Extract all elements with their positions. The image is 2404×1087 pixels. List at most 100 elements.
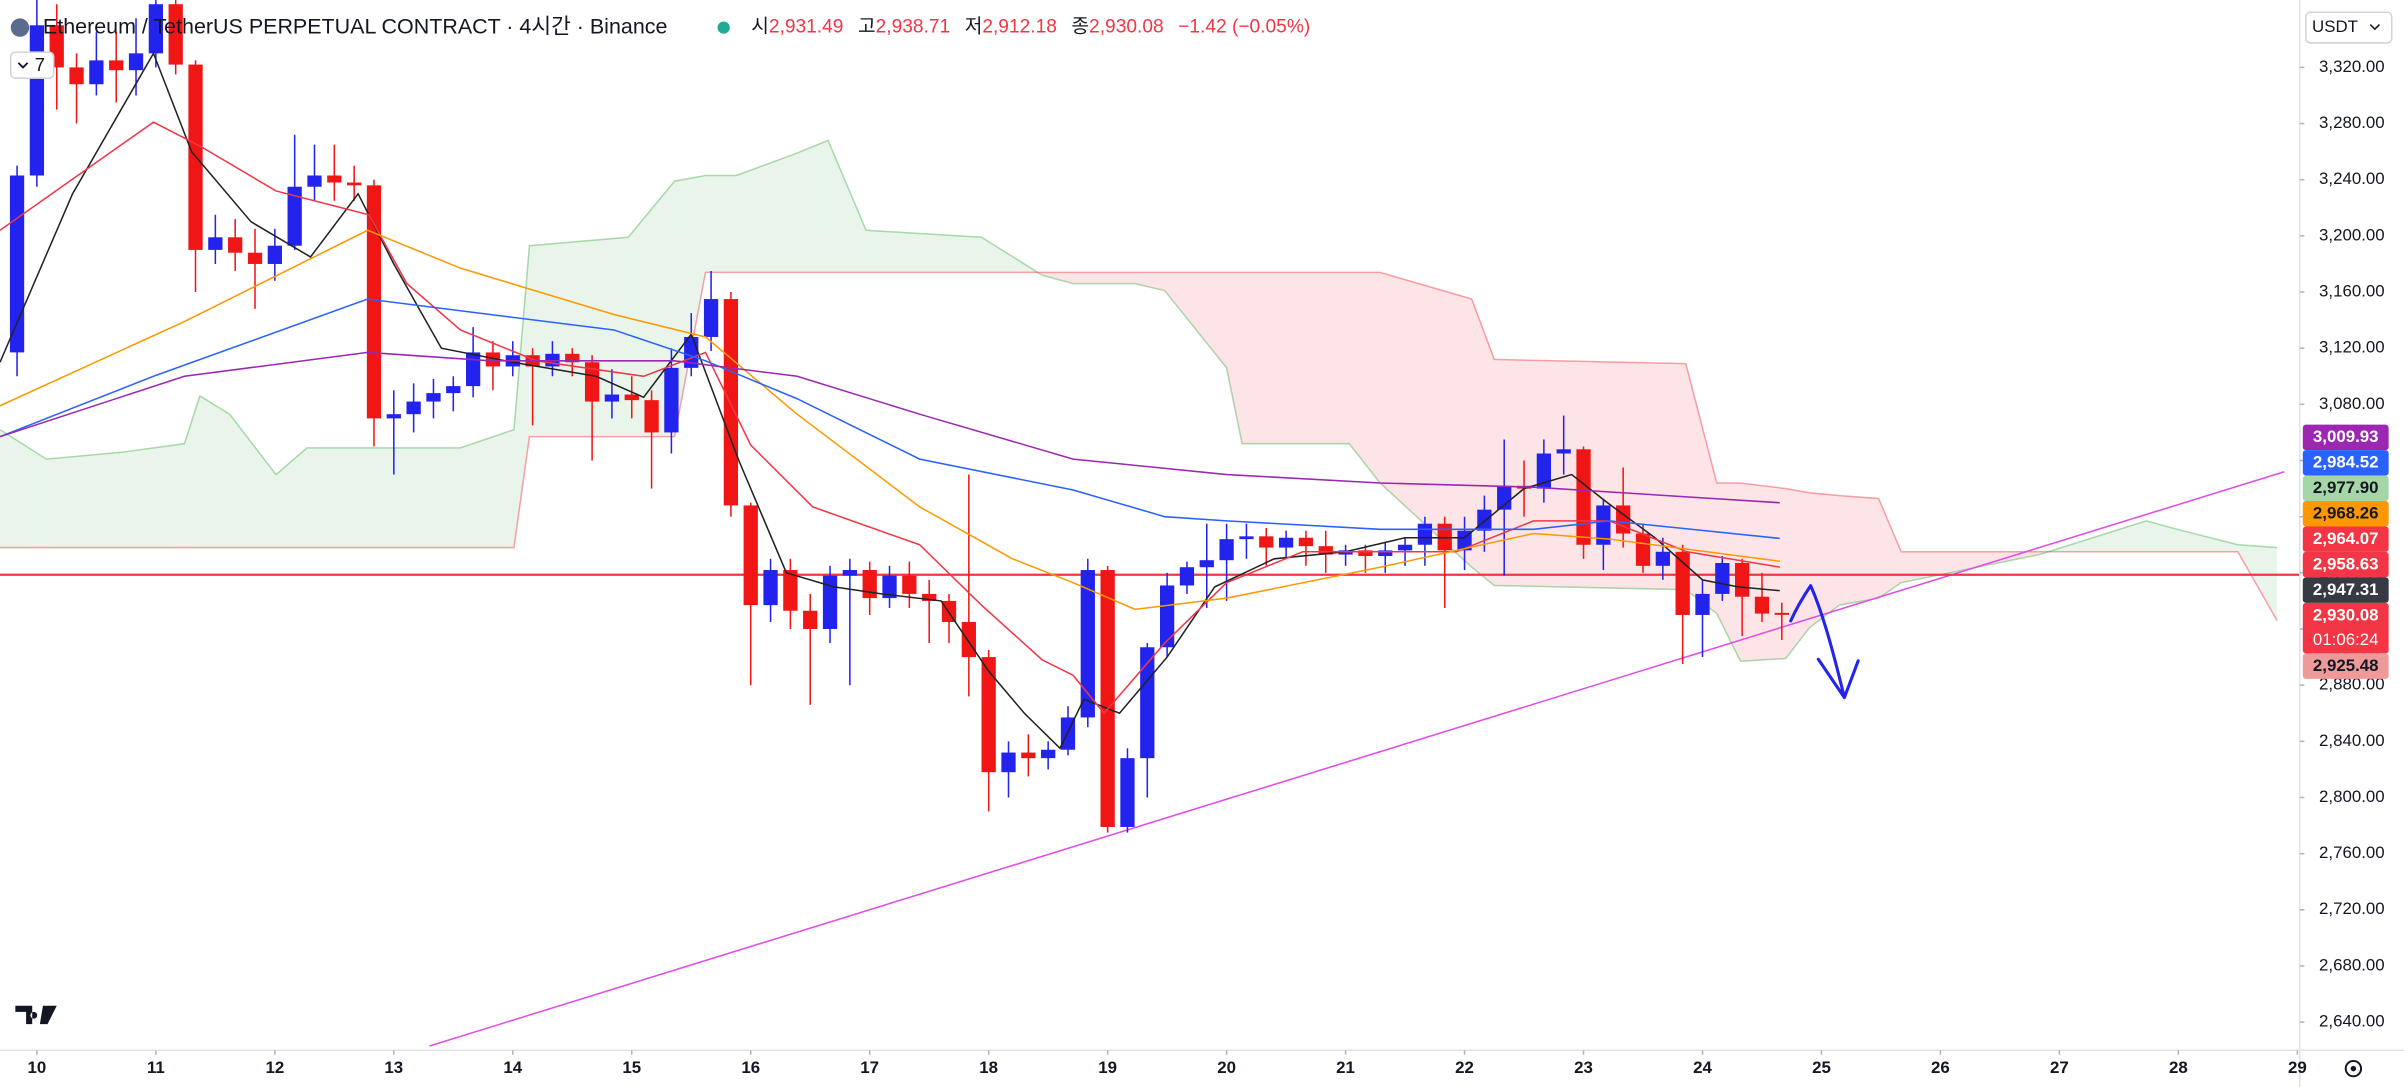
y-tick-label: 2,840.00 [2319,731,2385,750]
cloud-segment [1042,272,1074,284]
candle-body [1397,544,1413,551]
candle-body [208,237,223,250]
candle-body [703,299,719,337]
candle-body [783,570,798,611]
candle-body [664,367,679,433]
candle-body [1497,485,1512,510]
candle-body [1259,536,1274,548]
cloud-segment [122,443,185,548]
candle-body [1675,551,1690,615]
price-tag [2302,450,2389,476]
candle-body [148,4,164,54]
candle-body [1616,505,1631,534]
candle-body [743,505,758,606]
cloud-segment [2177,529,2238,552]
x-tick-label: 28 [2169,1058,2188,1077]
drawing-arrow [1789,584,1860,700]
candle-body [1318,546,1333,555]
ohlc-label: 고 [858,17,876,38]
axes: 2,640.00 2,680.00 2,720.00 2,760.00 2,800.00… [28,57,2389,1077]
candle-body [1635,533,1651,566]
candle-body [1774,612,1789,615]
x-tick-label: 24 [1693,1058,1712,1077]
cloud-segment [1380,272,1472,568]
candle-body [565,353,580,363]
ohlc-label: 시 [751,17,769,38]
price-tag [2302,653,2389,679]
candle-body [922,593,937,601]
candle-body [1278,537,1294,548]
candle-body [128,53,144,71]
candle-body [1100,570,1115,827]
cloud-segment [1135,272,1165,291]
candle-body [267,245,282,264]
price-tag-label: 2,947.31 [2313,580,2379,599]
y-tick-label: 3,280.00 [2319,113,2385,132]
y-tick-label: 2,800.00 [2319,787,2385,806]
candle-body [822,575,838,629]
cloud-segment [529,237,629,437]
cloud-segment [184,395,200,548]
ohlc-legend: 시2,931.49 고2,938.71 저2,912.18 종2,930.08 … [751,16,1310,38]
price-tag-label: 2,984.52 [2313,453,2379,472]
currency-button[interactable] [2305,11,2393,44]
logo [15,1005,57,1025]
cloud-segment [2146,520,2178,552]
cloud-segment [1242,272,1350,444]
candle-body [1041,749,1056,759]
candle-body [1159,585,1175,648]
price-tag [2302,551,2389,578]
y-tick-label: 2,880.00 [2319,675,2385,694]
ohlc-value: 2,938.71 [876,17,951,38]
candle-body [1199,560,1214,568]
candle-body [69,67,84,85]
candle-body [961,621,976,658]
candle-body [1358,550,1373,556]
ohlc-label: 종 [1071,17,1089,38]
ohlc-value: 2,930.08 [1089,17,1164,38]
candle-body [803,610,818,629]
x-tick-label: 16 [741,1058,760,1077]
candle-body [29,25,45,176]
cloud-segment [866,230,982,273]
candle-body [1735,563,1750,597]
price-tag-label: 2,930.08 [2313,605,2379,624]
candle-body [1715,563,1730,594]
candle-body [1695,593,1710,615]
indicator-toggle[interactable] [9,51,55,79]
cloud-segment [1226,272,1243,444]
candle-body [1378,550,1393,556]
candle-body [1140,647,1155,759]
candle-body [882,575,897,599]
candle-body [1298,537,1314,547]
candle-body [1417,523,1433,545]
cloud-segment [736,153,798,273]
cloud-segment [276,447,307,548]
candle-body [1001,752,1016,773]
cloud-segment [1164,272,1227,368]
y-tick-label: 3,320.00 [2319,57,2385,76]
y-tick-label: 2,680.00 [2319,955,2385,974]
x-tick-label: 23 [1574,1058,1593,1077]
moving-average-line [0,298,1780,540]
cloud-segment [705,175,737,273]
candle-body [1655,551,1670,566]
plot-area [0,0,2300,1047]
candle-body [1576,449,1591,545]
settings-button[interactable] [2344,1059,2363,1078]
price-tag [2302,526,2389,552]
price-tag-label: 2,925.48 [2313,656,2379,675]
cloud-segment [1740,482,1786,662]
candle-body [981,657,996,773]
candle-body [465,352,481,387]
candle-body [307,175,322,187]
ohlc-value: 2,912.18 [982,17,1057,38]
cloud-segment [674,175,706,437]
price-tag-label: 2,968.26 [2313,504,2379,523]
x-tick-label: 10 [28,1058,47,1077]
candle-body [763,570,778,606]
cloud-segment [2237,544,2278,621]
x-tick-label: 26 [1931,1058,1950,1077]
cloud-segment [2039,520,2147,555]
